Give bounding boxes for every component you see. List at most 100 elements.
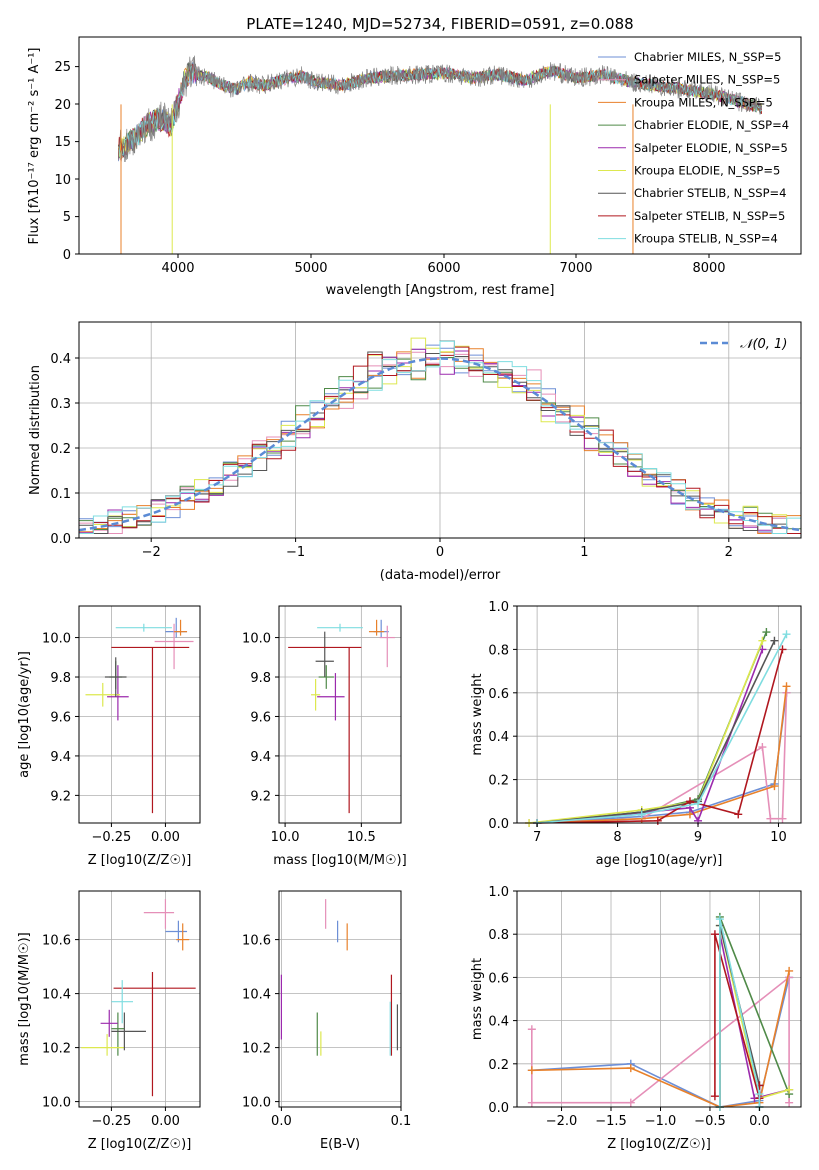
mass-vs-Z-axes-frame [78, 890, 201, 1108]
weight-vs-Z-x-label: Z [log10(Z/Z☉)] [607, 1137, 711, 1152]
spectrum-y-label: Flux [fλ10⁻¹⁷ erg cm⁻² s⁻¹ A⁻¹] [27, 48, 42, 245]
age-vs-Z-x-label: Z [log10(Z/Z☉)] [88, 853, 192, 868]
spectrum-plot-area [118, 55, 762, 254]
age-vs-mass-y-tick-label: 9.8 [250, 671, 271, 686]
weight-vs-Z-x-tick-label: −1.0 [645, 1114, 677, 1129]
residual-x-tick-label: −1 [286, 545, 305, 560]
spectrum-x-tick-label: 8000 [692, 261, 725, 276]
residual-x-tick-label: 1 [580, 545, 588, 560]
age-vs-Z-y-tick-label: 10.0 [42, 632, 71, 647]
weight-marker-salpeter-stelib [778, 645, 787, 654]
weight-marker-chabrier-stelib [770, 636, 779, 645]
weight-vs-Z-panel: −2.0 −1.5 −1.0 −0.5 0.0 0.0 0.2 0.4 0.6 0.8 1.0 Z [… [470, 885, 802, 1152]
observed-spectrum [118, 55, 762, 164]
weight-vs-Z-y-label: mass weight [470, 958, 485, 1040]
spectrum-title: PLATE=1240, MJD=52734, FIBERID=0591, z=0… [246, 15, 633, 33]
mass-vs-ebv-x-label: E(B-V) [320, 1137, 360, 1152]
mass-vs-Z-y-tick-label: 10.6 [42, 934, 71, 949]
age-vs-Z-x-tick-label: 0.00 [151, 830, 180, 845]
normal-legend-label: 𝒩(0, 1) [740, 337, 787, 352]
weight-marker-salpeter-miles [527, 1025, 536, 1034]
age-vs-mass-y-tick-label: 9.4 [250, 750, 271, 765]
mass-vs-ebv-x-tick-label: 0.1 [391, 1114, 412, 1129]
weight-vs-age-panel: 7 8 9 10 0.0 0.2 0.4 0.6 0.8 1.0 age [log10(age/yr… [470, 600, 802, 868]
weight-vs-Z-y-tick-label: 0.6 [488, 971, 509, 986]
mass-vs-ebv-y-tick-label: 10.6 [242, 934, 271, 949]
age-vs-Z-y-tick-label: 9.6 [50, 710, 71, 725]
spectrum-x-tick-label: 4000 [161, 261, 194, 276]
weight-marker-chabrier-elodie [762, 628, 771, 637]
weight-line-kroupa-elodie [529, 640, 764, 824]
residual-x-label: (data-model)/error [380, 568, 501, 583]
weight-marker-kroupa-stelib [637, 810, 646, 819]
age-vs-mass-x-tick-label: 10.5 [347, 830, 376, 845]
mass-vs-Z-x-tick-label: −0.25 [91, 1114, 131, 1129]
age-vs-mass-y-tick-label: 9.2 [250, 789, 271, 804]
age-vs-mass-panel: 10.0 10.5 9.2 9.4 9.6 9.8 10.0 mass [log10(M/M☉… [242, 605, 407, 868]
age-vs-Z-axes-frame [78, 605, 201, 824]
mass-vs-Z-y-tick-label: 10.2 [42, 1042, 71, 1057]
age-vs-Z-y-tick-label: 9.2 [50, 789, 71, 804]
weight-vs-Z-y-tick-label: 0.0 [488, 1101, 509, 1116]
weight-marker-kroupa-miles [782, 682, 791, 691]
age-vs-Z-y-tick-label: 9.4 [50, 750, 71, 765]
legend-label-kroupa-elodie: Kroupa ELODIE, N_SSP=5 [634, 164, 780, 178]
age-vs-mass-axes-frame [278, 605, 402, 824]
weight-marker-salpeter-miles [758, 743, 767, 752]
spectrum-x-tick-label: 5000 [294, 261, 327, 276]
residual-y-tick-label: 0.2 [50, 442, 71, 457]
weight-line-chabrier-stelib [537, 640, 776, 824]
weight-vs-age-y-tick-label: 0.0 [488, 817, 509, 832]
residual-plot-area [78, 322, 802, 539]
weight-marker-kroupa-elodie [785, 1085, 794, 1094]
weight-marker-salpeter-miles [527, 1098, 536, 1107]
weight-vs-Z-y-tick-label: 0.2 [488, 1058, 509, 1073]
age-vs-mass-x-tick-label: 10.0 [271, 830, 300, 845]
weight-vs-age-x-tick-label: 7 [533, 830, 541, 845]
residual-y-tick-label: 0.3 [50, 397, 71, 412]
residual-x-tick-label: −2 [142, 545, 161, 560]
weight-vs-age-y-tick-label: 0.8 [488, 643, 509, 658]
residual-x-tick-label: 0 [436, 545, 444, 560]
weight-marker-salpeter-miles [785, 1098, 794, 1107]
mass-vs-Z-y-tick-label: 10.0 [42, 1096, 71, 1111]
weight-vs-age-axes-frame [516, 605, 802, 824]
weight-line-salpeter-miles [529, 692, 788, 824]
legend-label-chabrier-miles: Chabrier MILES, N_SSP=5 [634, 50, 781, 64]
weight-marker-salpeter-miles [778, 814, 787, 823]
spectrum-y-tick-label: 5 [63, 210, 71, 225]
weight-marker-kroupa-miles [527, 1066, 536, 1075]
residual-histogram-kroupa-stelib [79, 340, 801, 534]
weight-line-chabrier-miles [537, 692, 788, 824]
legend-label-kroupa-miles: Kroupa MILES, N_SSP=5 [634, 95, 773, 109]
residual-y-tick-label: 0.0 [50, 532, 71, 547]
age-vs-Z-x-tick-label: −0.25 [91, 830, 131, 845]
residual-y-tick-label: 0.4 [50, 352, 71, 367]
mass-vs-ebv-axes-frame [278, 890, 402, 1108]
weight-vs-age-x-tick-label: 9 [694, 830, 702, 845]
legend-label-kroupa-stelib: Kroupa STELIB, N_SSP=4 [634, 232, 778, 246]
residual-ticks: −2 −1 0 1 2 0.0 0.1 0.2 0.3 0.4 [50, 352, 733, 560]
weight-vs-Z-y-tick-label: 0.8 [488, 928, 509, 943]
weight-vs-age-x-tick-label: 8 [613, 830, 621, 845]
residual-x-tick-label: 2 [725, 545, 733, 560]
weight-marker-salpeter-stelib [685, 797, 694, 806]
mass-vs-Z-panel: −0.25 0.00 10.0 10.2 10.4 10.6 Z [log10(Z/Z☉)]… [17, 890, 201, 1152]
mass-vs-ebv-x-tick-label: 0.0 [271, 1114, 292, 1129]
weight-marker-kroupa-stelib [694, 799, 703, 808]
mass-vs-Z-x-tick-label: 0.00 [151, 1114, 180, 1129]
weight-vs-age-y-tick-label: 0.2 [488, 774, 509, 789]
spectrum-y-tick-label: 10 [54, 173, 71, 188]
weight-marker-kroupa-stelib [782, 630, 791, 639]
weight-vs-age-y-label: mass weight [470, 673, 485, 755]
weight-marker-kroupa-stelib [715, 915, 724, 924]
spectrum-x-ticks: 4000 5000 6000 7000 8000 [161, 254, 726, 276]
legend-label-salpeter-miles: Salpeter MILES, N_SSP=5 [634, 73, 780, 87]
spectrum-y-tick-label: 20 [54, 98, 71, 113]
weight-marker-kroupa-miles [626, 1064, 635, 1073]
weight-line-kroupa-stelib [719, 918, 761, 1107]
legend-label-chabrier-elodie: Chabrier ELODIE, N_SSP=4 [634, 118, 789, 132]
weight-vs-Z-x-tick-label: −2.0 [546, 1114, 578, 1129]
weight-line-salpeter-stelib [714, 933, 761, 1099]
spectrum-y-tick-label: 25 [54, 60, 71, 75]
